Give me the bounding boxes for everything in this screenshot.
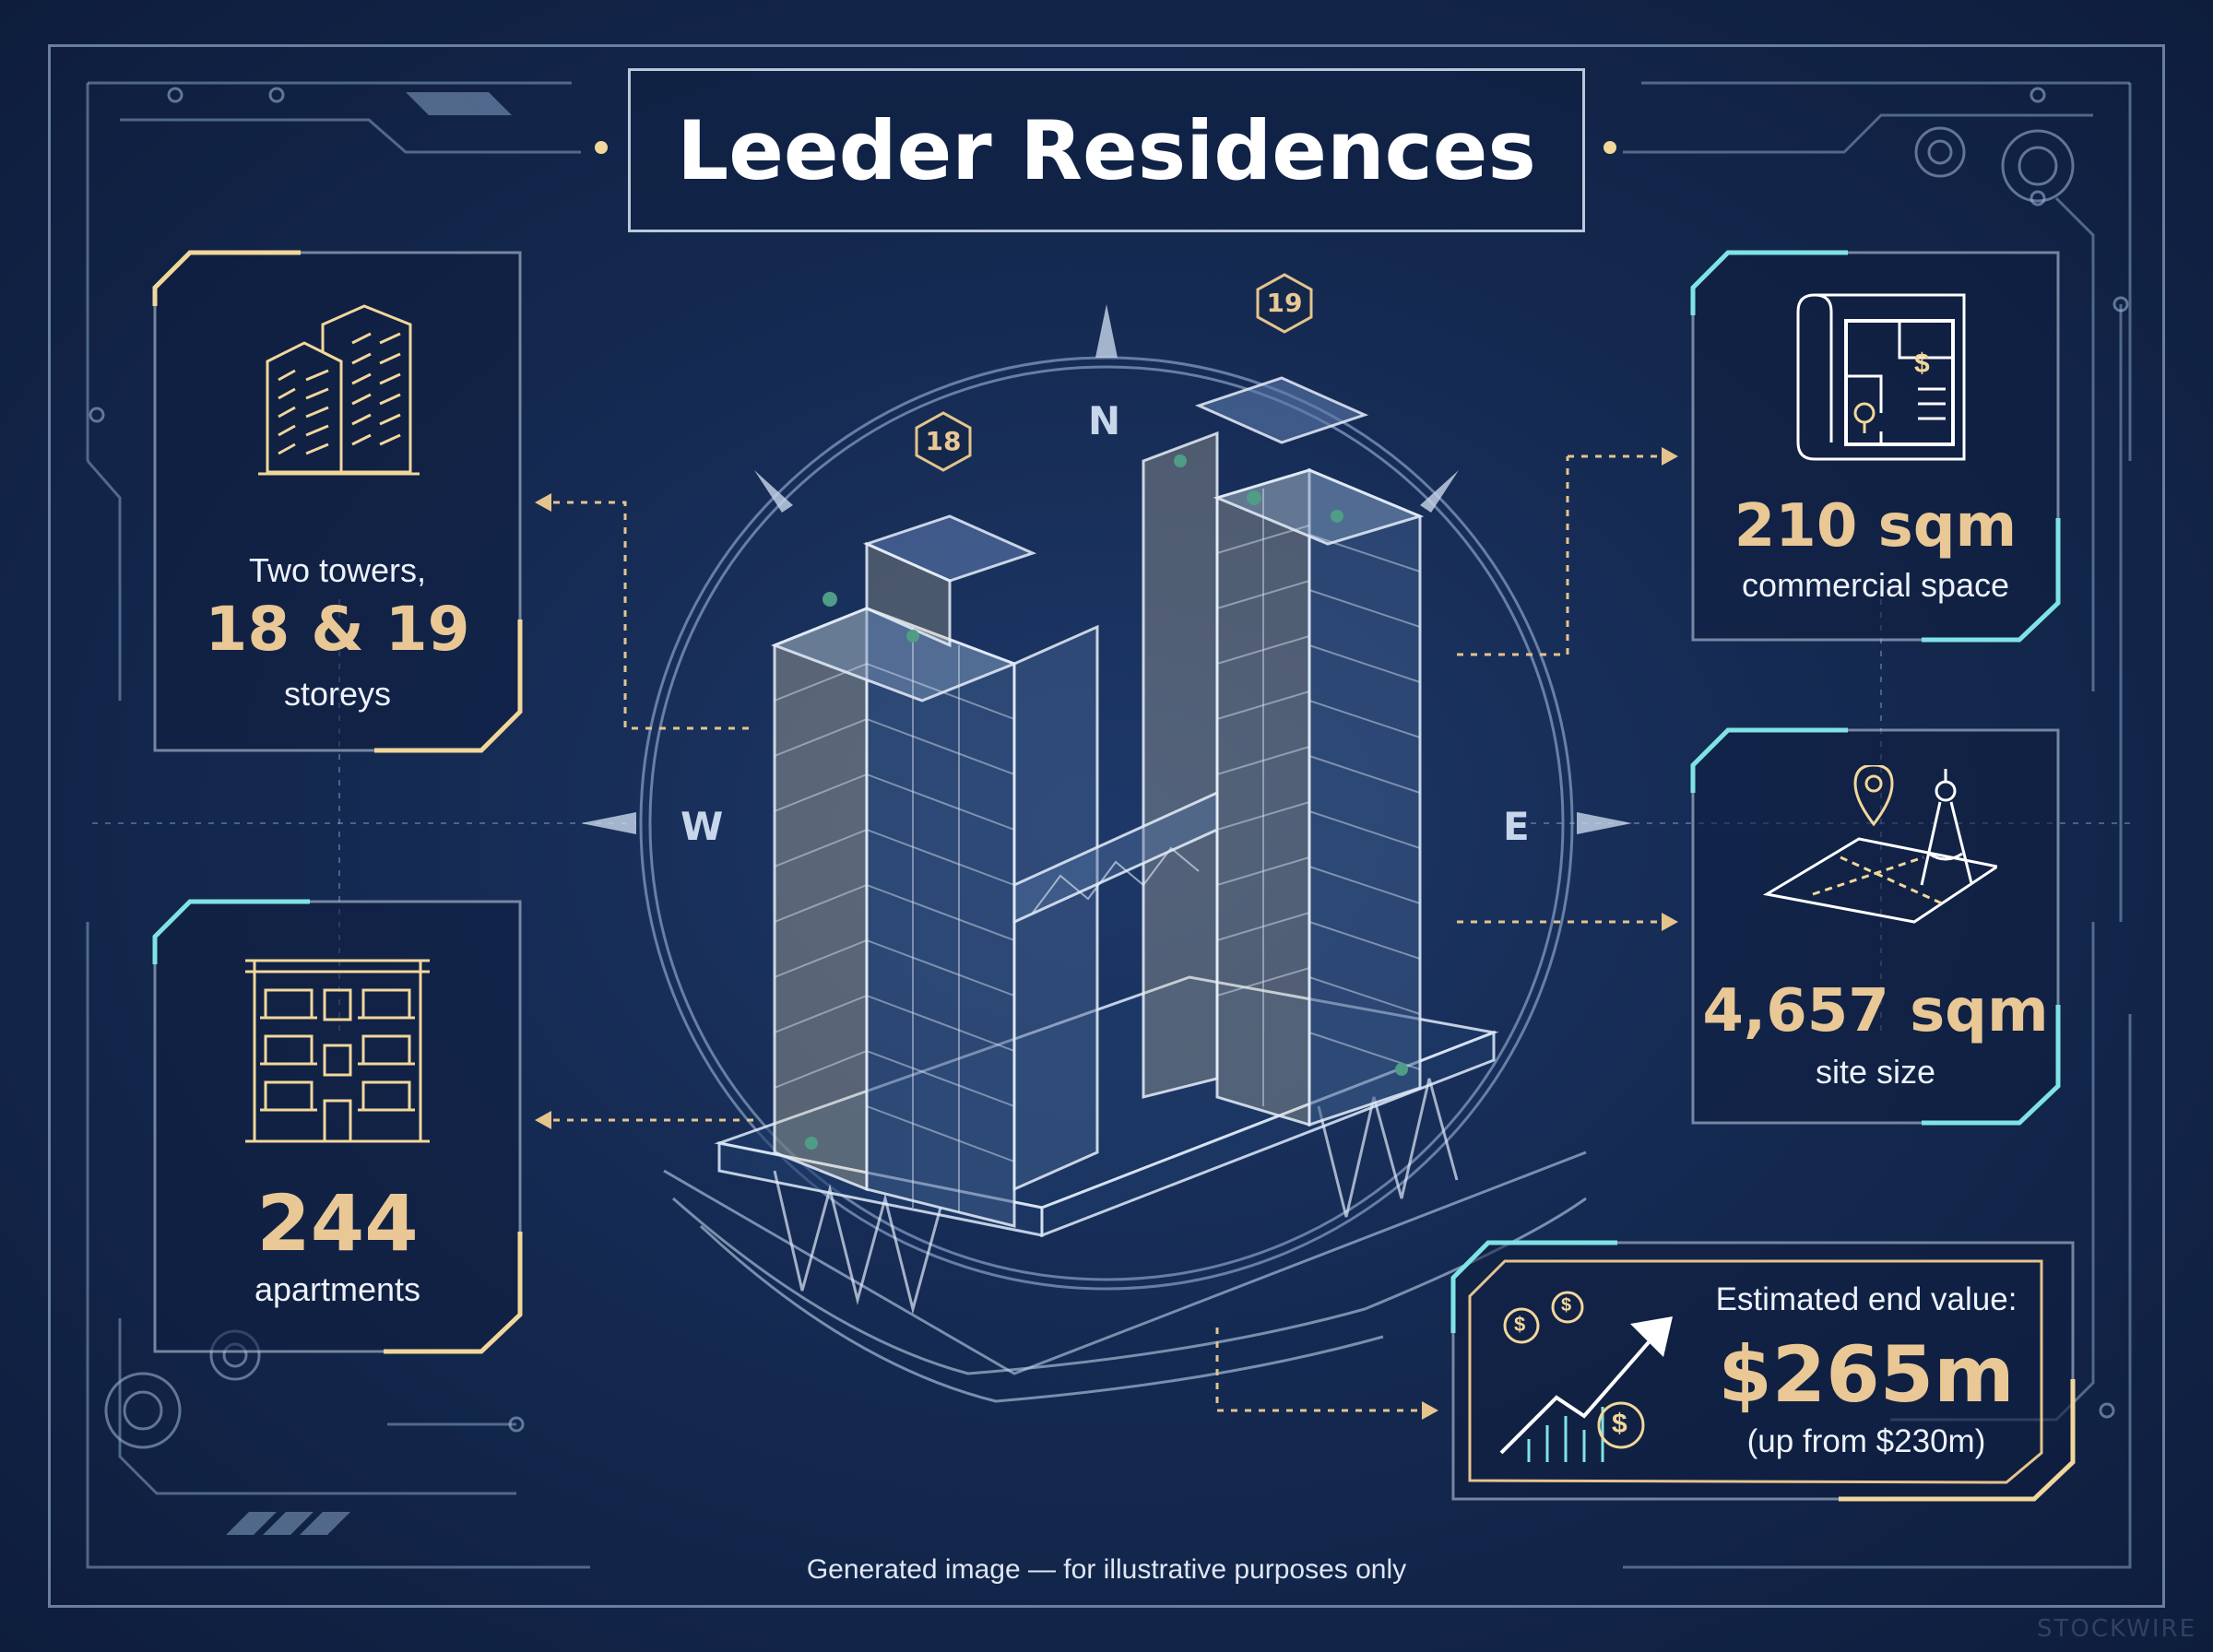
title-box: Leeder Residences [628, 68, 1585, 232]
dollar-icon: $ [1561, 1295, 1572, 1316]
apartments-label: apartments [254, 1270, 421, 1308]
disclaimer: Generated image — for illustrative purpo… [806, 1554, 1407, 1585]
apartments-value: 244 [256, 1178, 419, 1268]
end-value-label: Estimated end value: [1715, 1281, 2018, 1317]
tower-19-badge: 19 [1254, 273, 1315, 334]
end-value-amount: $265m [1718, 1329, 2015, 1420]
page-title: Leeder Residences [677, 102, 1536, 198]
dollar-icon: $ [1914, 348, 1930, 379]
site-map-compass-icon [1757, 763, 2001, 931]
end-value-card: $ $ $ Estimated end value: $265m (up fro… [1450, 1240, 2076, 1502]
watermark: STOCKWIRE [2037, 1615, 2196, 1643]
apartment-building-icon [236, 953, 439, 1143]
commercial-label: commercial space [1741, 566, 2010, 604]
outer-frame [48, 44, 2165, 1608]
floor-plan-icon: $ [1780, 293, 1973, 468]
towers-line2: storeys [283, 675, 392, 713]
tower-18-badge: 18 [913, 411, 974, 472]
dollar-icon: $ [1514, 1313, 1526, 1336]
towers-value: 18 & 19 [205, 594, 470, 665]
apartments-card: 244 apartments [152, 899, 523, 1354]
dollar-icon: $ [1612, 1409, 1627, 1439]
twin-towers-icon [249, 297, 424, 478]
commercial-value: 210 sqm [1734, 492, 2018, 560]
towers-line1: Two towers, [248, 551, 427, 589]
rising-value-chart-icon: $ $ $ [1492, 1287, 1686, 1471]
compass-east: E [1503, 804, 1530, 849]
site-size-label: site size [1815, 1053, 1936, 1091]
end-value-note: (up from $230m) [1746, 1423, 1986, 1459]
towers-card: Two towers, 18 & 19 storeys [152, 250, 523, 753]
commercial-space-card: $ 210 sqm commercial space [1690, 250, 2061, 643]
site-size-value: 4,657 sqm [1702, 977, 2049, 1045]
tower-18-label: 18 [925, 426, 962, 456]
tower-19-label: 19 [1266, 288, 1303, 318]
compass-west: W [680, 804, 724, 849]
site-size-card: 4,657 sqm site size [1690, 727, 2061, 1126]
compass-north: N [1088, 398, 1121, 443]
